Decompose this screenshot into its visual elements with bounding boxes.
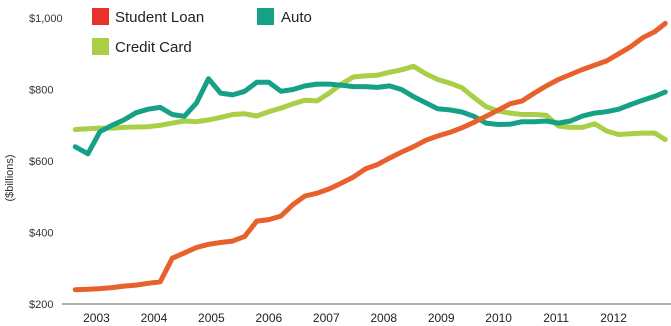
legend-label-credit-card: Credit Card [115, 39, 192, 56]
y-tick-label: $1,000 [29, 13, 63, 25]
series-line-credit-card [72, 63, 668, 143]
x-tick-label: 2010 [485, 311, 512, 325]
x-tick-label: 2008 [370, 311, 397, 325]
y-tick-label: $400 [29, 228, 53, 240]
legend-label-student-loan: Student Loan [115, 9, 204, 26]
x-tick-label: 2009 [428, 311, 455, 325]
x-axis: 2003 2004 2005 2006 2007 2008 2009 2010 … [62, 303, 671, 325]
y-tick-label: $600 [29, 156, 53, 168]
legend-swatch-credit-card [92, 38, 109, 55]
y-axis: $200 $400 $600 $800 $1,000 ($billions) [4, 13, 63, 311]
legend-swatch-auto [257, 8, 274, 25]
x-tick-label: 2011 [543, 311, 569, 325]
series-line-student-loan [72, 20, 668, 293]
legend-swatch-student-loan [92, 8, 109, 25]
series-line-auto [72, 76, 668, 157]
y-tick-label: $800 [29, 85, 53, 97]
legend-label-auto: Auto [281, 9, 312, 26]
series-lines [72, 20, 668, 293]
x-tick-label: 2012 [600, 311, 627, 325]
x-tick-label: 2003 [83, 311, 110, 325]
y-axis-label: ($billions) [4, 154, 16, 201]
x-tick-label: 2007 [313, 311, 340, 325]
y-tick-label: $200 [29, 299, 53, 311]
x-tick-label: 2005 [198, 311, 225, 325]
x-tick-label: 2004 [141, 311, 168, 325]
x-tick-label: 2006 [255, 311, 282, 325]
legend: Student Loan Auto Credit Card [92, 8, 312, 56]
